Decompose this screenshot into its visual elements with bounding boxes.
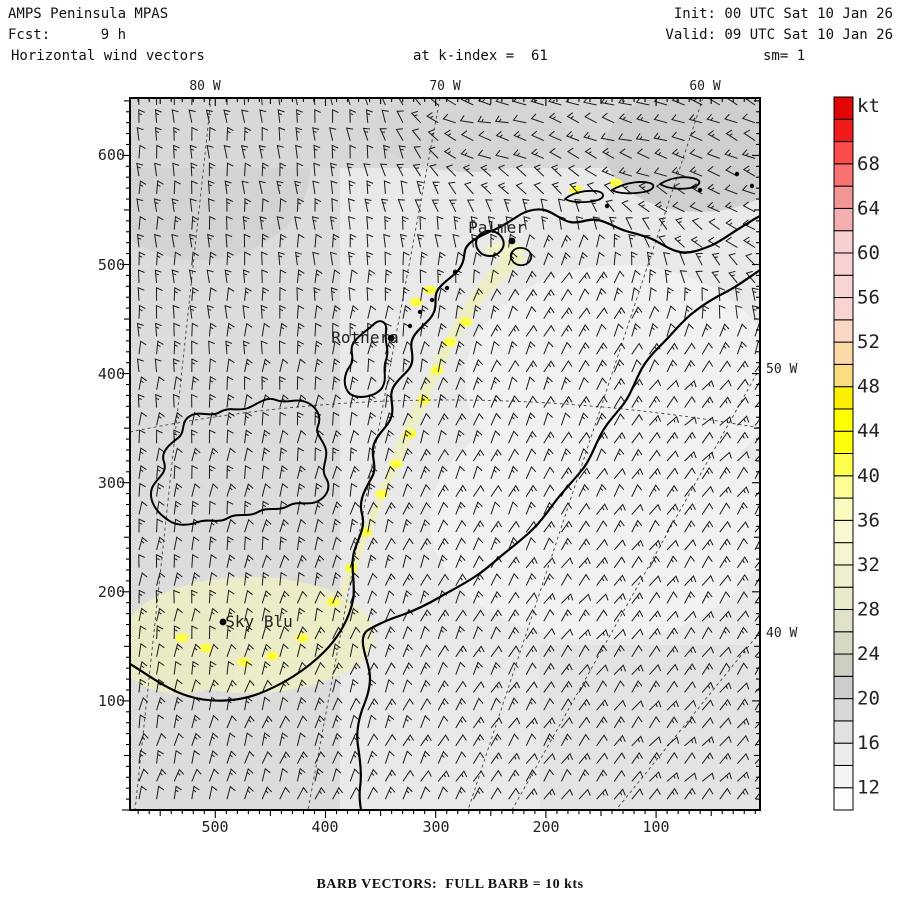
station-label: Palmer	[468, 218, 526, 237]
colorbar-cell	[833, 185, 854, 209]
x-axis-label: 400	[311, 818, 338, 836]
colorbar-cell	[833, 787, 854, 811]
colorbar-cell	[833, 453, 854, 477]
colorbar-tick-label: 36	[857, 509, 880, 531]
colorbar-cell	[833, 319, 854, 343]
colorbar-cell	[833, 497, 854, 521]
colorbar-cell	[833, 408, 854, 432]
colorbar-tick-label: 20	[857, 688, 880, 710]
colorbar-units-label: kt	[857, 95, 880, 117]
colorbar-cell	[833, 297, 854, 321]
colorbar-cell	[833, 207, 854, 232]
station-layer: Palmer Rothera Sky Blu	[219, 218, 526, 631]
y-axis-label: 600	[98, 146, 125, 164]
axis-labels: 600 500 400 300 200 100 500 400 300 200 100 80 W 70 …	[98, 79, 798, 836]
x-axis-label: 100	[642, 818, 669, 836]
colorbar-cell	[833, 274, 854, 299]
colorbar-tick-label: 68	[857, 153, 880, 175]
wind-vector-map: Palmer Rothera Sky Blu 600 500 400 300 200 100 50…	[98, 79, 880, 836]
colorbar-tick-label: 60	[857, 242, 880, 264]
map-frame	[129, 97, 761, 811]
y-axis-label: 200	[98, 583, 125, 601]
coastline-layer	[130, 171, 760, 810]
colorbar-cell	[833, 519, 854, 544]
y-axis-label: 400	[98, 365, 125, 383]
longitude-label: 50 W	[766, 362, 797, 377]
colorbar-cell	[833, 542, 854, 566]
station-label: Rothera	[331, 328, 398, 347]
colorbar-cell	[833, 675, 854, 700]
colorbar-cell	[833, 163, 854, 187]
axis-ticks	[122, 98, 760, 818]
forecast-hour-label: Fcst: 9 h	[8, 27, 127, 43]
colorbar-tick-label: 32	[857, 554, 880, 576]
longitude-label: 80 W	[189, 79, 220, 94]
colorbar-cell	[833, 230, 854, 254]
colorbar-tick-label: 24	[857, 643, 880, 665]
wind-barb-layer	[136, 98, 760, 800]
level-label: at k-index = 61	[413, 48, 548, 64]
colorbar-tick-label: 28	[857, 598, 880, 620]
colorbar-cell	[833, 475, 854, 499]
init-time-label: Init: 00 UTC Sat 10 Jan 26	[673, 6, 893, 22]
station-label: Sky Blu	[225, 612, 292, 631]
colorbar-cell	[833, 698, 854, 722]
colorbar-cell	[833, 118, 854, 143]
barb-legend-caption: BARB VECTORS: FULL BARB = 10 kts	[316, 877, 584, 892]
valid-time-label: Valid: 09 UTC Sat 10 Jan 26	[665, 27, 893, 43]
colorbar-tick-label: 56	[857, 287, 880, 309]
colorbar-tick-label: 16	[857, 732, 880, 754]
colorbar-tick-label: 40	[857, 465, 880, 487]
colorbar-tick-label: 52	[857, 331, 880, 353]
colorbar-cell	[833, 564, 854, 588]
longitude-label: 60 W	[689, 79, 720, 94]
colorbar-cell	[833, 141, 854, 165]
colorbar-cell	[833, 96, 854, 120]
wind-speed-shading-layer	[130, 98, 760, 810]
colorbar-cell	[833, 631, 854, 655]
station-dot	[387, 334, 395, 342]
colorbar-cell	[833, 252, 854, 276]
x-axis-label: 200	[532, 818, 559, 836]
colorbar-cell	[833, 608, 854, 633]
x-axis-label: 500	[201, 818, 228, 836]
colorbar-cell	[833, 341, 854, 365]
colorbar-cell	[833, 363, 854, 388]
y-axis-label: 100	[98, 692, 125, 710]
colorbar-cell	[833, 430, 854, 454]
colorbar-cell	[833, 764, 854, 789]
colorbar-cell	[833, 742, 854, 766]
colorbar-tick-label: 48	[857, 376, 880, 398]
longitude-label: 40 W	[766, 626, 797, 641]
smoothing-label: sm= 1	[763, 48, 806, 64]
field-label: Horizontal wind vectors	[11, 48, 205, 64]
colorbar-cell	[833, 720, 854, 744]
station-dot	[508, 237, 516, 245]
y-axis-label: 500	[98, 256, 125, 274]
colorbar-cell	[833, 653, 854, 677]
x-axis-label: 300	[422, 818, 449, 836]
model-title: AMPS Peninsula MPAS	[8, 6, 169, 22]
colorbar-tick-label: 12	[857, 777, 880, 799]
colorbar-tick-label: 44	[857, 420, 880, 442]
colorbar-cell	[833, 386, 854, 410]
colorbar-cell	[833, 586, 854, 610]
colorbar: 12 16 20 24 28 32 36 40 44 48 52 56 60 64 68 kt	[833, 95, 880, 811]
station-dot	[219, 618, 227, 626]
y-axis-label: 300	[98, 474, 125, 492]
colorbar-tick-label: 64	[857, 197, 880, 219]
longitude-label: 70 W	[429, 79, 460, 94]
